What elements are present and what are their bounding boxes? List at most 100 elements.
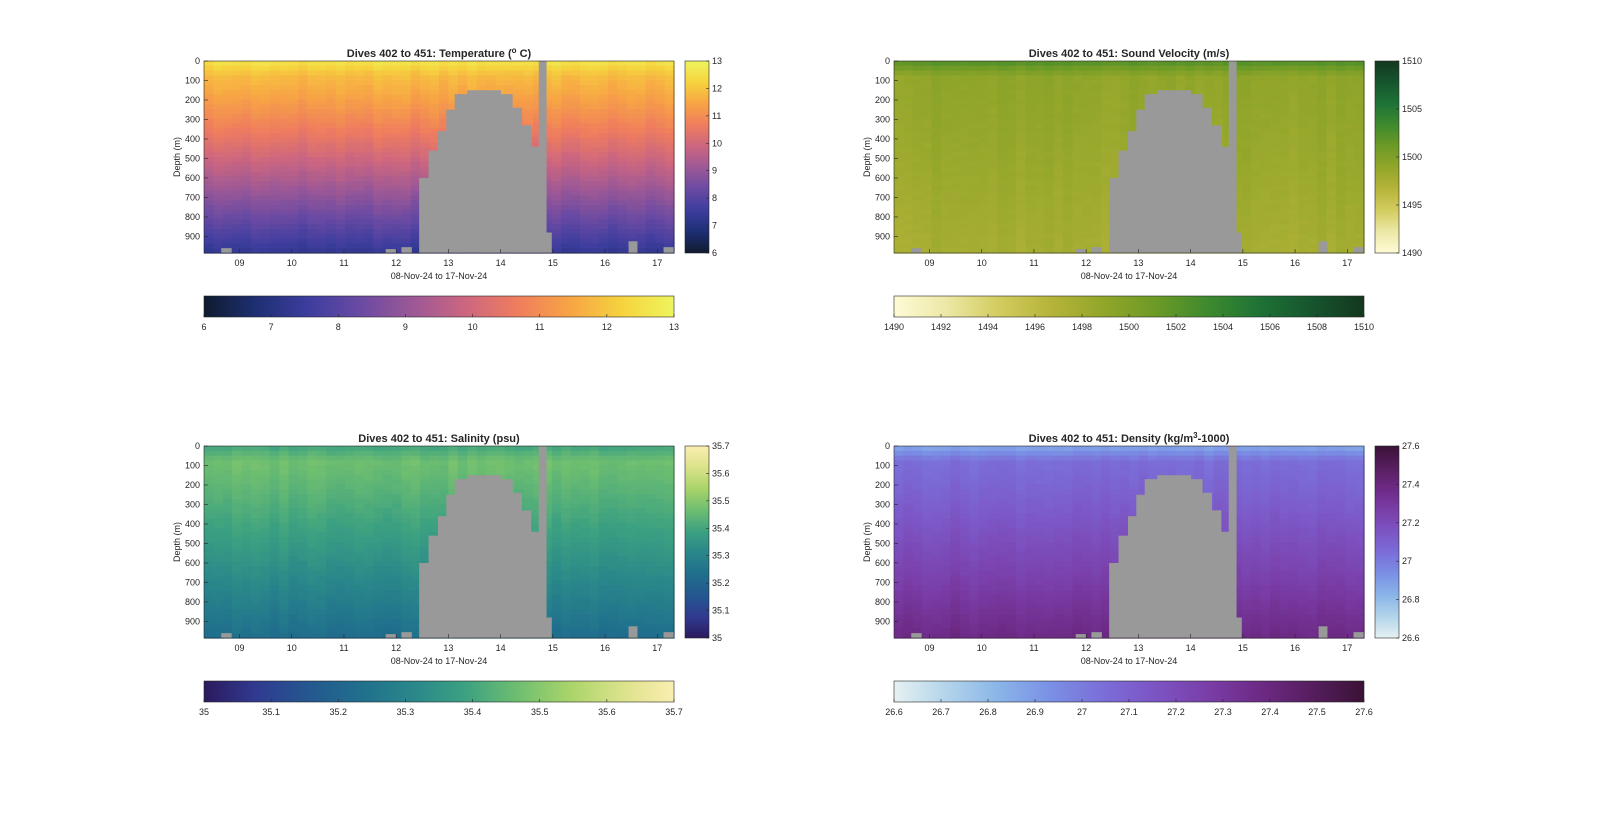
heatmap-cell <box>316 450 327 457</box>
heatmap-cell <box>514 104 525 110</box>
heatmap-cell <box>1100 104 1111 110</box>
heatmap-cell <box>1307 61 1318 67</box>
heatmap-cell <box>1035 94 1045 100</box>
heatmap-cell <box>598 65 609 72</box>
heatmap-cell <box>1213 118 1224 124</box>
heatmap-cell <box>589 157 600 163</box>
heatmap-cell <box>1035 185 1045 192</box>
heatmap-cell <box>589 224 600 230</box>
heatmap-cell <box>1119 94 1130 100</box>
heatmap-cell <box>561 195 572 201</box>
heatmap-cell <box>269 494 280 500</box>
heatmap-cell <box>326 518 337 524</box>
heatmap-cell <box>1100 137 1111 144</box>
heatmap-cell <box>316 455 327 461</box>
heatmap-cell <box>1166 85 1177 91</box>
heatmap-cell <box>608 205 619 211</box>
heatmap-cell <box>1025 89 1036 96</box>
heatmap-cell <box>382 575 393 581</box>
heatmap-cell <box>345 205 355 211</box>
heatmap-cell <box>363 89 374 96</box>
heatmap-cell <box>204 450 214 457</box>
heatmap-cell <box>298 94 308 100</box>
heatmap-cell <box>363 161 374 168</box>
heatmap-cell <box>627 99 637 105</box>
heatmap-cell <box>1298 75 1309 81</box>
heatmap-cell <box>1288 209 1299 216</box>
heatmap-cell <box>997 137 1008 144</box>
heatmap-cell <box>1213 94 1224 100</box>
heatmap-cell <box>1298 65 1309 72</box>
heatmap-cell <box>298 599 308 605</box>
heatmap-cell <box>307 233 318 240</box>
heatmap-cell <box>1176 75 1186 81</box>
heatmap-cell <box>345 248 355 254</box>
heatmap-cell <box>222 537 233 543</box>
heatmap-cell <box>410 137 421 144</box>
heatmap-cell <box>241 537 252 543</box>
heatmap-cell <box>354 205 365 211</box>
heatmap-cell <box>1044 75 1055 81</box>
heatmap-cell <box>363 61 374 67</box>
heatmap-cell <box>1251 214 1262 220</box>
heatmap-cell <box>589 118 600 124</box>
heatmap-cell <box>1241 185 1252 192</box>
heatmap-cell <box>251 61 261 67</box>
heatmap-cell <box>1345 109 1356 115</box>
heatmap-cell <box>288 166 299 172</box>
heatmap-cell <box>903 161 914 168</box>
heatmap-cell <box>1288 94 1299 100</box>
heatmap-cell <box>1072 157 1083 163</box>
heatmap-cell <box>241 137 252 144</box>
heatmap-cell <box>636 152 647 158</box>
heatmap-cell <box>241 585 252 591</box>
heatmap-cell <box>204 556 214 562</box>
heatmap-cell <box>988 128 998 134</box>
heatmap-cell <box>1251 75 1262 81</box>
heatmap-cell <box>1288 89 1299 96</box>
heatmap-cell <box>1260 233 1271 240</box>
heatmap-cell <box>912 214 923 220</box>
heatmap-cell <box>241 604 252 610</box>
heatmap-cell <box>335 446 346 452</box>
heatmap-cell <box>1016 205 1027 211</box>
heatmap-cell <box>373 238 384 244</box>
heatmap-cell <box>1025 209 1036 216</box>
heatmap-cell <box>551 152 562 158</box>
heatmap-cell <box>922 219 933 225</box>
heatmap-cell <box>335 123 346 129</box>
heatmap-cell <box>1016 229 1027 235</box>
heatmap-cell <box>551 248 562 254</box>
heatmap-cell <box>260 542 271 548</box>
heatmap-cell <box>1241 147 1252 153</box>
heatmap-cell <box>251 205 261 211</box>
heatmap-cell <box>645 157 656 163</box>
heatmap-cell <box>298 185 308 192</box>
heatmap-cell <box>1241 89 1252 96</box>
heatmap-cell <box>1260 185 1271 192</box>
heatmap-cell <box>1251 200 1262 206</box>
heatmap-cell <box>950 171 961 177</box>
heatmap-cell <box>922 243 933 249</box>
heatmap-cell <box>363 248 374 254</box>
heatmap-cell <box>335 70 346 76</box>
heatmap-cell <box>1345 113 1356 120</box>
heatmap-cell <box>655 248 666 254</box>
heatmap-cell <box>941 118 951 124</box>
heatmap-cell <box>316 176 327 182</box>
heatmap-cell <box>373 618 384 625</box>
heatmap-cell <box>988 61 998 67</box>
heatmap-cell <box>373 109 384 115</box>
heatmap-cell <box>664 238 675 244</box>
heatmap-cell <box>326 513 337 519</box>
heatmap-cell <box>213 190 224 196</box>
heatmap-cell <box>997 166 1008 172</box>
heatmap-cell <box>222 465 233 471</box>
heatmap-cell <box>912 137 923 144</box>
heatmap-cell <box>1307 137 1318 144</box>
heatmap-cell <box>288 503 299 509</box>
heatmap-cell <box>1213 75 1224 81</box>
x-tick-label: 10 <box>287 258 297 268</box>
heatmap-cell <box>1091 147 1102 153</box>
heatmap-cell <box>382 479 393 485</box>
